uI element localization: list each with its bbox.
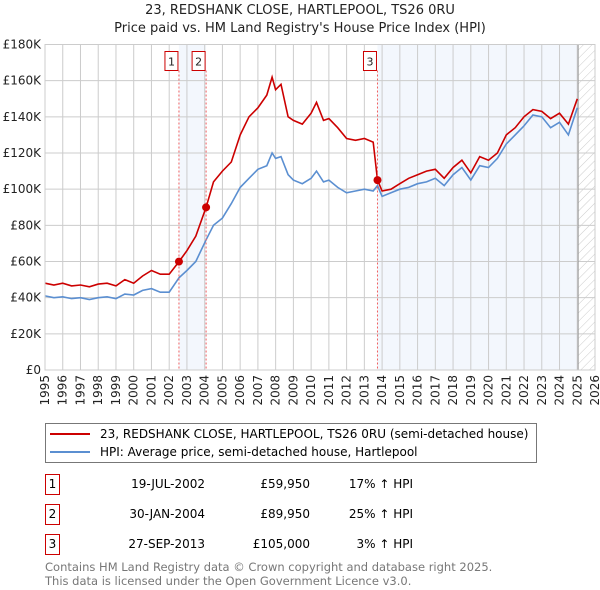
x-tick-label: 2003 <box>180 375 194 406</box>
x-tick-label: 2022 <box>517 375 531 406</box>
forecast-hatch <box>578 44 595 370</box>
footer-copyright: Contains HM Land Registry data © Crown c… <box>45 560 493 574</box>
x-tick-label: 2008 <box>269 375 283 406</box>
x-tick-label: 2017 <box>428 375 442 406</box>
x-tick-label: 1999 <box>109 375 123 406</box>
x-tick-label: 2019 <box>464 375 478 406</box>
sale-hpi-diff: 3% ↑ HPI <box>356 537 413 551</box>
x-tick-label: 2015 <box>393 375 407 406</box>
y-tick-label: £80K <box>10 218 42 232</box>
y-tick-label: £160K <box>3 74 43 88</box>
chart-title: 23, REDSHANK CLOSE, HARTLEPOOL, TS26 0RU <box>145 3 455 18</box>
plot-area: 1995 1996 1997 1998 1999 2000 2001 2002 2003 2004… <box>3 38 600 406</box>
x-tick-label: 2026 <box>588 375 600 406</box>
x-tick-label: 2024 <box>553 375 567 406</box>
x-tick-label: 2002 <box>162 375 176 406</box>
shaded-period <box>178 44 207 370</box>
sale-marker-label: 3 <box>366 56 373 69</box>
table-row: 3 27-SEP-2013 £105,000 3% ↑ HPI <box>45 534 445 557</box>
x-tick-label: 1997 <box>73 375 87 406</box>
sale-marker-box <box>164 51 179 71</box>
sale-marker-box <box>362 51 377 71</box>
x-tick-label: 2023 <box>535 375 549 406</box>
x-tick-label: 2005 <box>215 375 229 406</box>
y-tick-label: £0 <box>26 363 41 377</box>
sale-date: 30-JAN-2004 <box>129 507 205 521</box>
shaded-period <box>377 44 579 370</box>
sale-date: 27-SEP-2013 <box>128 537 205 551</box>
legend: 23, REDSHANK CLOSE, HARTLEPOOL, TS26 0RU… <box>45 423 538 463</box>
footer-licence: This data is licensed under the Open Gov… <box>45 574 412 588</box>
sale-price: £89,950 <box>260 507 310 521</box>
table-row: 1 19-JUL-2002 £59,950 17% ↑ HPI <box>45 474 445 497</box>
sale-marker-label: 1 <box>168 56 175 69</box>
x-tick-label: 2007 <box>251 375 265 406</box>
x-tick-label: 2011 <box>322 375 336 406</box>
plot-border <box>44 44 596 371</box>
sale-price: £105,000 <box>252 537 310 551</box>
x-tick-label: 2016 <box>411 375 425 406</box>
sale-marker-box <box>191 51 206 71</box>
sale-point <box>202 203 211 212</box>
hpi-line <box>44 107 579 301</box>
x-tick-label: 2004 <box>198 375 212 406</box>
x-tick-label: 1996 <box>56 375 70 406</box>
x-tick-label: 2014 <box>375 375 389 406</box>
x-tick-label: 1998 <box>91 375 105 406</box>
sale-hpi-diff: 17% ↑ HPI <box>348 477 413 491</box>
sale-marker-badge: 3 <box>45 534 60 555</box>
sale-marker-badge: 2 <box>45 504 60 525</box>
y-tick-label: £40K <box>10 291 42 305</box>
sale-marker-label: 2 <box>195 56 202 69</box>
x-tick-label: 2010 <box>304 375 318 406</box>
y-tick-label: £120K <box>3 146 43 160</box>
legend-swatch-hpi <box>50 451 90 453</box>
x-tick-label: 2013 <box>357 375 371 406</box>
sale-point <box>174 257 183 266</box>
y-tick-label: £100K <box>3 182 43 196</box>
table-row: 2 30-JAN-2004 £89,950 25% ↑ HPI <box>45 504 445 527</box>
x-tick-label: 2000 <box>127 375 141 406</box>
legend-label-property: 23, REDSHANK CLOSE, HARTLEPOOL, TS26 0RU… <box>100 427 529 441</box>
sale-point <box>373 176 382 185</box>
y-tick-label: £180K <box>3 38 43 52</box>
x-tick-label: 2009 <box>286 375 300 406</box>
x-tick-label: 2012 <box>340 375 354 406</box>
sale-price: £59,950 <box>260 477 310 491</box>
y-tick-label: £140K <box>3 110 43 124</box>
x-tick-label: 2001 <box>144 375 158 406</box>
x-tick-label: 2020 <box>482 375 496 406</box>
x-tick-label: 2025 <box>570 375 584 406</box>
sale-marker-badge: 1 <box>45 474 60 495</box>
y-tick-label: £20K <box>10 327 42 341</box>
sale-date: 19-JUL-2002 <box>131 477 205 491</box>
y-tick-label: £60K <box>10 255 42 269</box>
sale-hpi-diff: 25% ↑ HPI <box>348 507 413 521</box>
legend-swatch-property <box>50 433 90 435</box>
chart-subtitle: Price paid vs. HM Land Registry's House … <box>114 21 486 36</box>
x-tick-label: 2018 <box>446 375 460 406</box>
legend-label-hpi: HPI: Average price, semi-detached house,… <box>100 445 418 459</box>
x-tick-label: 2021 <box>499 375 513 406</box>
price-paid-line <box>44 74 579 288</box>
x-tick-label: 2006 <box>233 375 247 406</box>
x-tick-label: 1995 <box>38 375 52 406</box>
